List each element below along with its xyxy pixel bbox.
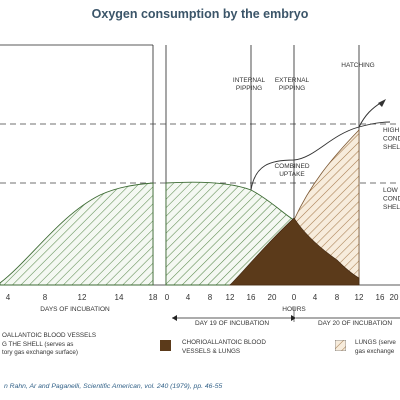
source-citation: n Rahn, Ar and Paganelli, Scientific Ame… xyxy=(4,383,223,390)
annotation-hatching: HATCHING xyxy=(341,62,374,69)
annotation-high-conductance-1: CONDUCTA xyxy=(383,136,400,143)
axis-label-days: DAYS OF INCUBATION xyxy=(40,306,110,313)
annotation-external-pipping-1: EXTERNAL xyxy=(275,77,310,84)
hatching-arrow-head xyxy=(378,99,386,107)
annotation-external-pipping-2: PIPPING xyxy=(279,85,305,92)
legend-lungs-line-2: gas exchange xyxy=(355,347,395,355)
axis-label-day19: DAY 19 OF INCUBATION xyxy=(195,320,269,327)
x-tick-day19-1: 4 xyxy=(186,293,191,302)
day20-bracket-arrow xyxy=(291,315,296,321)
day19-bracket-arrow xyxy=(172,315,177,321)
legend-both-text: CHORIOALLANTOIC BLOOD VESSELS & LUNGS xyxy=(182,339,266,356)
annotation-high-conductance-2: SHELL xyxy=(383,144,400,151)
combined-uptake-line xyxy=(250,121,391,191)
x-tick-hour-a-2: 20 xyxy=(268,293,277,302)
legend-shell-text: OALLANTOIC BLOOD VESSELS G THE SHELL (se… xyxy=(2,332,96,358)
x-tick-hour-b-0: 16 xyxy=(376,293,385,302)
legend-lungs-text: LUNGS (serve gas exchange xyxy=(355,339,396,356)
x-tick-hour-a-5: 8 xyxy=(335,293,340,302)
x-tick-day-18: 18 xyxy=(149,293,158,302)
annotation-internal-pipping-1: INTERNAL xyxy=(233,77,266,84)
x-tick-day-14: 14 xyxy=(115,293,124,302)
legend-both-swatch xyxy=(160,340,171,351)
x-tick-day19-0: 0 xyxy=(165,293,170,302)
area-combined-chorioallantoic-lungs xyxy=(229,217,360,286)
annotation-combined-uptake-2: UPTAKE xyxy=(279,171,305,178)
x-tick-hour-b-1: 20 xyxy=(390,293,399,302)
x-tick-day-4: 4 xyxy=(6,293,11,302)
x-tick-hour-a-1: 16 xyxy=(247,293,256,302)
axis-label-hours: HOURS xyxy=(282,306,306,313)
chart-title: Oxygen consumption by the embryo xyxy=(91,7,309,21)
legend-lungs-swatch xyxy=(335,340,346,351)
annotation-low-conductance-2: SHELL xyxy=(383,204,400,211)
legend-shell-line-1: OALLANTOIC BLOOD VESSELS xyxy=(2,332,97,339)
x-tick-day19-2: 8 xyxy=(208,293,213,302)
annotation-internal-pipping-2: PIPPING xyxy=(236,85,262,92)
annotation-low-conductance-0: LOW xyxy=(383,187,399,194)
x-tick-day-12: 12 xyxy=(78,293,87,302)
legend-both-line-2: VESSELS & LUNGS xyxy=(182,347,241,355)
x-tick-hour-a-3: 0 xyxy=(292,293,297,302)
x-tick-hour-a-0: 12 xyxy=(226,293,235,302)
x-tick-day-8: 8 xyxy=(43,293,48,302)
annotation-low-conductance-1: CONDUCTA xyxy=(383,196,400,203)
area-shell-days xyxy=(0,182,154,286)
axis-label-day20: DAY 20 OF INCUBATION xyxy=(318,320,392,327)
legend-lungs-line-1: LUNGS (serve xyxy=(355,339,396,346)
x-tick-hour-a-6: 12 xyxy=(355,293,364,302)
legend-both-line-1: CHORIOALLANTOIC BLOOD xyxy=(182,339,266,346)
legend-shell-line-2: G THE SHELL (serves as xyxy=(2,340,74,348)
legend-shell-line-3: tory gas exchange surface) xyxy=(2,349,78,356)
annotation-combined-uptake-1: COMBINED xyxy=(274,163,309,170)
x-tick-hour-a-4: 4 xyxy=(313,293,318,302)
annotation-high-conductance-0: HIGH xyxy=(383,127,400,134)
